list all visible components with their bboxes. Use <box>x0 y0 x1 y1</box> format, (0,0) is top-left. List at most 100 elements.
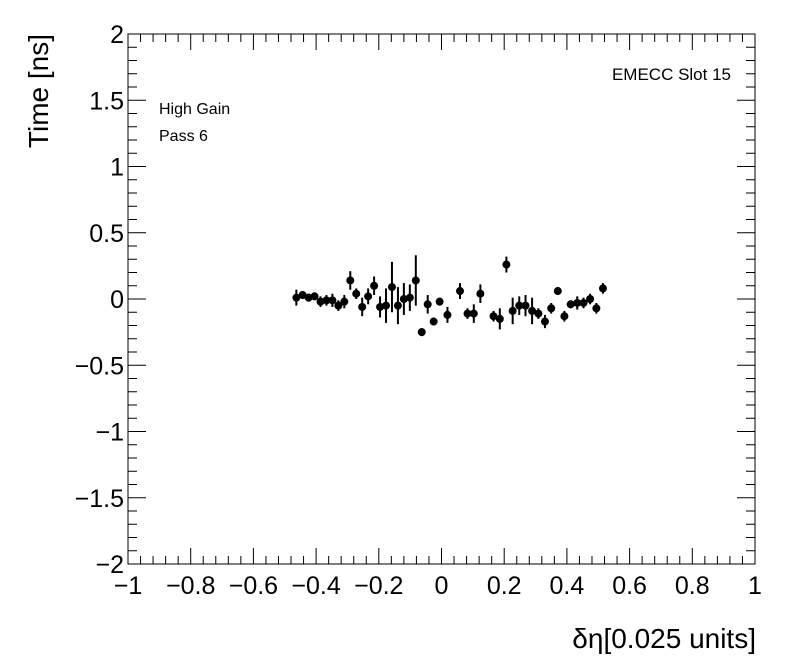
data-point <box>393 287 402 325</box>
data-point <box>405 284 414 311</box>
point-marker <box>328 296 337 305</box>
data-point <box>553 287 562 296</box>
x-tick-label: −0.2 <box>354 572 403 600</box>
data-point <box>292 289 301 306</box>
data-point <box>476 284 485 303</box>
x-tick-label: 0.6 <box>612 572 647 600</box>
x-tick-label: 0.8 <box>675 572 710 600</box>
data-point <box>592 302 601 314</box>
data-point <box>358 297 367 317</box>
data-point <box>463 308 472 319</box>
point-marker <box>592 304 601 313</box>
point-marker <box>521 301 530 310</box>
point-marker <box>476 289 485 298</box>
point-marker <box>292 293 301 302</box>
point-marker <box>502 260 511 269</box>
annotation-pass: Pass 6 <box>159 128 208 145</box>
x-tick-label: −0.6 <box>229 572 278 600</box>
data-point <box>502 256 511 273</box>
y-tick-label: −2 <box>95 551 124 579</box>
data-point <box>598 283 607 294</box>
y-tick-label: −1 <box>95 419 124 447</box>
y-tick-label: −1.5 <box>75 485 124 513</box>
point-marker <box>364 292 373 301</box>
data-point <box>387 261 396 313</box>
data-point <box>435 297 444 306</box>
x-tick-labels: −1 −0.8 −0.6 −0.4 −0.2 0 0.2 0.4 0.6 0.8 1 <box>114 572 762 600</box>
data-point <box>579 297 588 309</box>
x-tick-label: 0.4 <box>550 572 585 600</box>
point-marker <box>316 297 325 306</box>
data-point <box>417 328 426 337</box>
data-point <box>310 292 319 301</box>
data-point <box>534 308 543 319</box>
x-tick-label: −1 <box>114 572 143 600</box>
x-tick-label: 0.2 <box>487 572 522 600</box>
data-point <box>455 283 464 299</box>
x-tick-label: 1 <box>748 572 762 600</box>
point-marker <box>352 289 361 298</box>
point-marker <box>455 287 464 296</box>
point-marker <box>489 312 498 321</box>
point-marker <box>417 328 426 337</box>
y-axis-title: Time [ns] <box>23 34 54 148</box>
point-marker <box>540 317 549 326</box>
data-point <box>316 296 325 307</box>
x-tick-label: −0.8 <box>166 572 215 600</box>
data-point <box>423 295 432 314</box>
point-marker <box>387 283 396 292</box>
point-marker <box>370 281 379 290</box>
data-points <box>292 255 607 337</box>
y-tick-labels: −2 −1.5 −1 −0.5 0 0.5 1 1.5 2 <box>75 21 124 579</box>
y-tick-label: 1 <box>110 154 124 182</box>
point-marker <box>334 301 343 310</box>
point-marker <box>405 293 414 302</box>
data-point <box>334 300 343 311</box>
point-marker <box>528 306 537 315</box>
data-point <box>370 276 379 296</box>
annotation-slot: EMECC Slot 15 <box>612 65 731 84</box>
data-point <box>515 296 524 315</box>
point-marker <box>515 301 524 310</box>
data-point <box>573 296 582 310</box>
point-marker <box>566 300 575 309</box>
point-marker <box>463 309 472 318</box>
y-tick-label: 2 <box>110 21 124 49</box>
point-marker <box>346 276 355 285</box>
point-marker <box>411 276 420 285</box>
point-marker <box>376 302 385 311</box>
point-marker <box>393 301 402 310</box>
point-marker <box>382 301 391 310</box>
y-tick-label: −0.5 <box>75 352 124 380</box>
data-point <box>328 293 337 307</box>
point-marker <box>495 314 504 323</box>
data-point <box>352 288 361 299</box>
point-marker <box>560 312 569 321</box>
data-point <box>566 300 575 309</box>
data-point <box>340 295 349 309</box>
point-marker <box>598 284 607 293</box>
data-point <box>469 304 478 323</box>
y-tick-label: 0.5 <box>89 220 124 248</box>
point-marker <box>469 309 478 318</box>
point-marker <box>443 310 452 319</box>
point-marker <box>322 296 331 305</box>
point-marker <box>298 291 307 300</box>
point-marker <box>310 292 319 301</box>
data-point <box>382 288 391 323</box>
annotation-high-gain: High Gain <box>159 101 230 118</box>
data-point <box>508 297 517 325</box>
data-point <box>399 283 408 315</box>
point-marker <box>547 304 556 313</box>
y-tick-label: 1.5 <box>89 87 124 115</box>
data-point <box>304 293 313 302</box>
point-marker <box>423 300 432 309</box>
x-tick-label: 0 <box>435 572 449 600</box>
data-point <box>443 306 452 323</box>
data-point <box>586 293 595 305</box>
point-marker <box>340 297 349 306</box>
data-point <box>322 295 331 306</box>
point-marker <box>579 298 588 307</box>
point-marker <box>304 293 313 302</box>
